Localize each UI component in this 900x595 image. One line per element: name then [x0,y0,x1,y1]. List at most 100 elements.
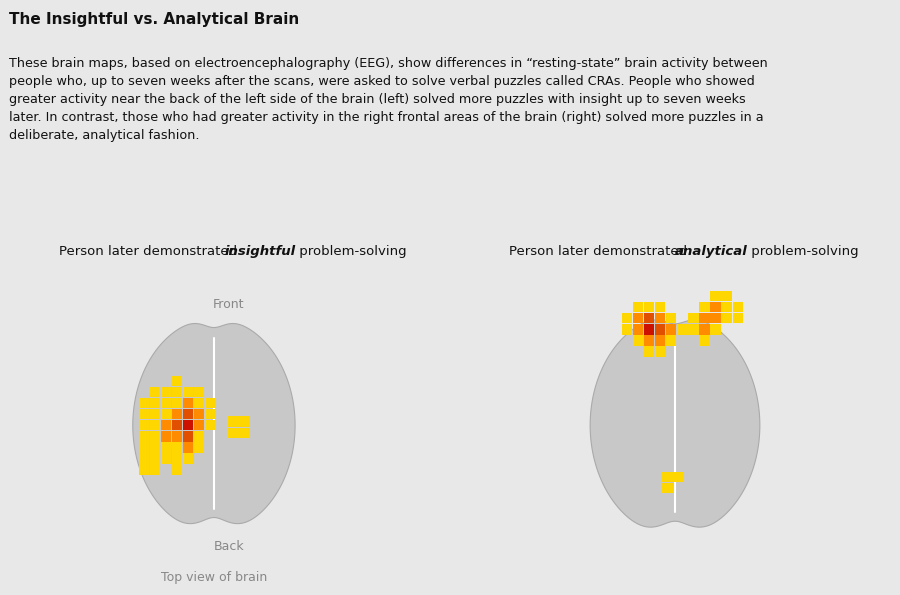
Polygon shape [133,324,295,524]
Text: The Insightful vs. Analytical Brain: The Insightful vs. Analytical Brain [9,12,299,27]
Bar [139,453,149,464]
Bar [633,336,643,346]
Bar [172,442,182,453]
Text: Front: Front [213,298,245,311]
Bar [622,313,632,324]
Bar [149,409,160,419]
Bar [710,313,721,324]
Bar [194,420,204,430]
Text: analytical: analytical [675,245,748,258]
Bar [183,442,194,453]
Bar [172,387,182,397]
Bar [655,336,665,346]
Bar [644,313,654,324]
Bar [673,472,684,482]
Bar [655,302,665,312]
Bar [655,313,665,324]
Bar [172,431,182,441]
Bar [149,442,160,453]
Bar [183,409,194,419]
Bar [205,420,215,430]
Bar [662,483,673,493]
Bar [710,324,721,334]
Bar [205,398,215,408]
Bar [149,453,160,464]
Bar [183,420,194,430]
Bar [710,302,721,312]
Bar [238,428,248,438]
Bar [139,420,149,430]
Bar [699,324,710,334]
Bar [733,302,742,312]
Bar [172,420,182,430]
Bar [172,376,182,386]
Bar [139,398,149,408]
Bar [655,346,665,356]
Bar [161,398,171,408]
Bar [238,416,248,427]
Bar [699,313,710,324]
Bar [161,420,171,430]
Bar [161,409,171,419]
Bar [666,313,677,324]
Bar [149,431,160,441]
Text: Back: Back [213,540,244,553]
Bar [622,324,632,334]
Bar [722,302,732,312]
Bar [688,313,698,324]
Bar [644,302,654,312]
Bar [183,453,194,464]
Bar [699,302,710,312]
Text: Person later demonstrated: Person later demonstrated [509,245,691,258]
Bar [183,387,194,397]
Bar [666,324,677,334]
Bar [139,442,149,453]
Text: Top view of brain: Top view of brain [161,571,267,584]
Bar [194,431,204,441]
Bar [149,420,160,430]
Bar [688,324,698,334]
Bar [194,398,204,408]
Bar [227,428,238,438]
Bar [172,453,182,464]
Bar [666,336,677,346]
Bar [149,465,160,475]
Bar [644,336,654,346]
Text: problem-solving: problem-solving [295,245,407,258]
Bar [183,431,194,441]
Bar [149,387,160,397]
Bar [172,409,182,419]
Bar [161,431,171,441]
Text: These brain maps, based on electroencephalography (EEG), show differences in “re: These brain maps, based on electroenceph… [9,57,768,142]
Bar [655,324,665,334]
Bar [633,324,643,334]
Text: problem-solving: problem-solving [747,245,859,258]
Bar [194,387,204,397]
Bar [733,313,742,324]
Bar [722,291,732,301]
Bar [677,324,688,334]
Bar [161,442,171,453]
Bar [139,431,149,441]
Polygon shape [590,320,760,527]
Text: insightful: insightful [225,245,296,258]
Bar [644,324,654,334]
Bar [633,302,643,312]
Bar [710,291,721,301]
Text: Person later demonstrated: Person later demonstrated [59,245,241,258]
Bar [662,472,673,482]
Bar [139,465,149,475]
Bar [161,453,171,464]
Bar [172,465,182,475]
Bar [172,398,182,408]
Bar [183,398,194,408]
Bar [194,409,204,419]
Bar [699,336,710,346]
Bar [194,442,204,453]
Bar [139,409,149,419]
Bar [227,416,238,427]
Bar [722,313,732,324]
Bar [644,346,654,356]
Bar [633,313,643,324]
Bar [205,409,215,419]
